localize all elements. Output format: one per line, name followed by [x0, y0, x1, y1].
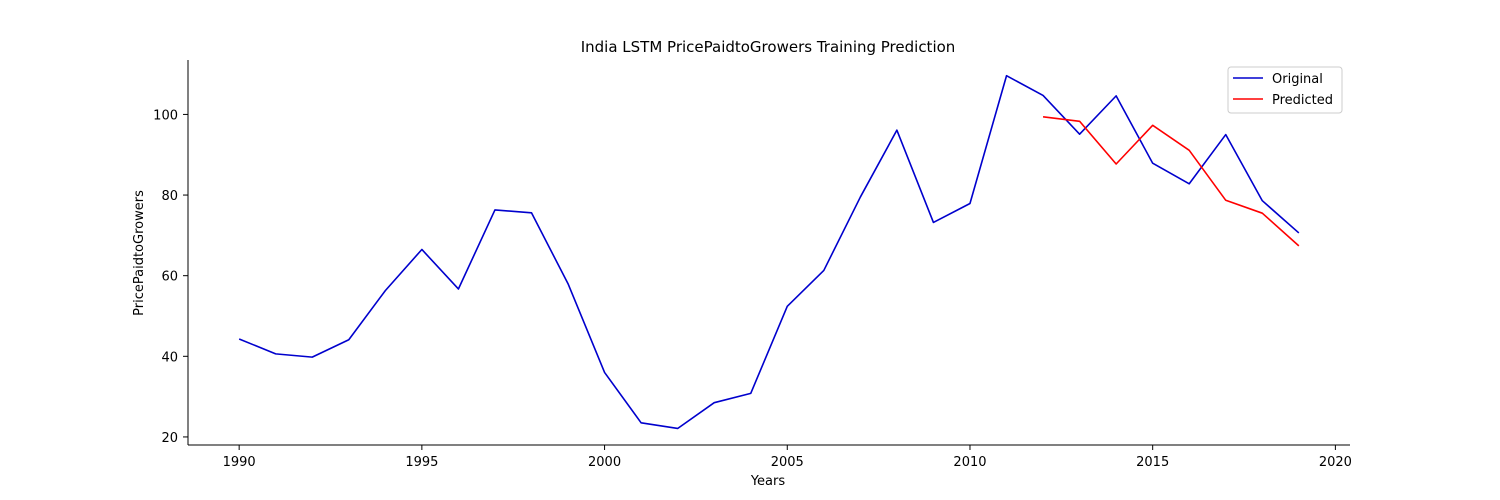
- y-tick-label: 100: [153, 108, 178, 123]
- y-tick-label: 80: [161, 189, 178, 204]
- y-axis-label: PricePaidtoGrowers: [132, 190, 147, 316]
- x-axis-label: Years: [750, 474, 786, 489]
- legend-label-predicted: Predicted: [1272, 93, 1333, 108]
- chart-title: India LSTM PricePaidtoGrowers Training P…: [581, 38, 956, 56]
- series-layer: [238, 74, 1300, 430]
- x-tick-label: 2010: [953, 455, 986, 470]
- y-tick-label: 60: [161, 270, 178, 285]
- x-tick-label: 1990: [223, 455, 256, 470]
- y-axis: 20 40 60 80 100: [153, 108, 188, 446]
- x-tick-label: 2020: [1319, 455, 1352, 470]
- x-tick-label: 2000: [588, 455, 621, 470]
- legend: Original Predicted: [1227, 66, 1343, 114]
- y-tick-label: 20: [161, 431, 178, 446]
- series-line-predicted: [1042, 116, 1300, 247]
- series-line-original: [238, 74, 1300, 430]
- x-tick-label: 2015: [1136, 455, 1169, 470]
- x-axis: 1990 1995 2000 2005 2010 2015 2020: [223, 445, 1352, 470]
- legend-label-original: Original: [1272, 72, 1323, 87]
- plot-area: [187, 60, 1350, 446]
- x-tick-label: 2005: [771, 455, 804, 470]
- y-tick-label: 40: [161, 350, 178, 365]
- x-tick-label: 1995: [405, 455, 438, 470]
